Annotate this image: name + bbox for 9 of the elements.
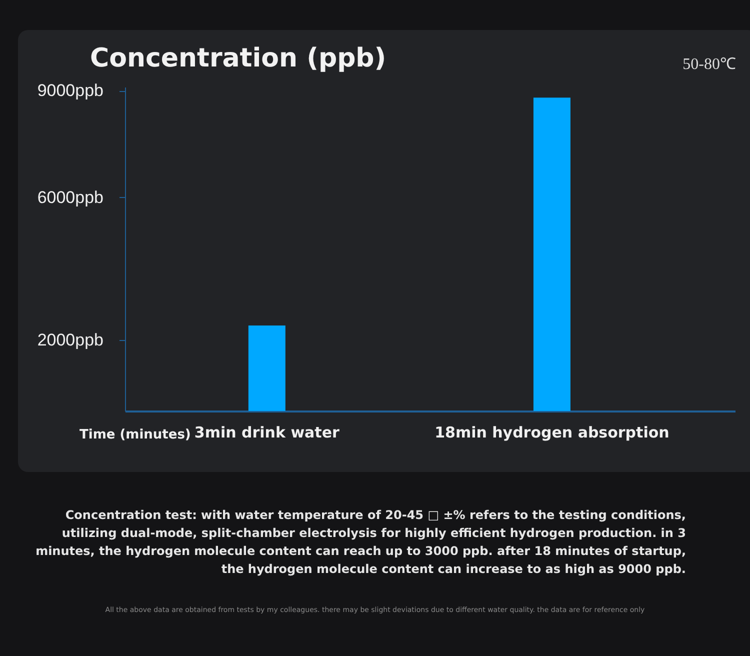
text: 50-80℃: [682, 55, 736, 74]
y-tick-label: 9000ppb: [37, 81, 104, 100]
x-tick-label: 18min hydrogen absorption: [434, 424, 670, 442]
x-axis-title: Time (minutes): [80, 428, 191, 442]
x-tick-label: 3min drink water: [194, 424, 340, 442]
chart-title: Concentration (ppb): [90, 44, 386, 74]
text: Concentration test: with water temperature of 20-45 □ ±% refers to the testing conditions, utilizing dual-mode, split-chamber electrolysis for highly efficient hydrogen production. in 3 minutes, the hydrogen molecule content can reach up to 3000 ppb. after 18 minutes of startup, the hydrogen molecule content can increase to as high as 9000 ppb.: [34, 507, 686, 578]
y-tick-label: 2000ppb: [37, 330, 104, 350]
y-tick-label: 6000ppb: [37, 188, 104, 207]
